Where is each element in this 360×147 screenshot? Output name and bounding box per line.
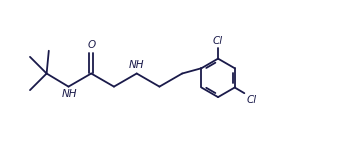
Text: NH: NH — [129, 60, 144, 70]
Text: O: O — [87, 40, 95, 50]
Text: NH: NH — [62, 89, 77, 99]
Text: Cl: Cl — [246, 95, 256, 105]
Text: Cl: Cl — [213, 36, 223, 46]
